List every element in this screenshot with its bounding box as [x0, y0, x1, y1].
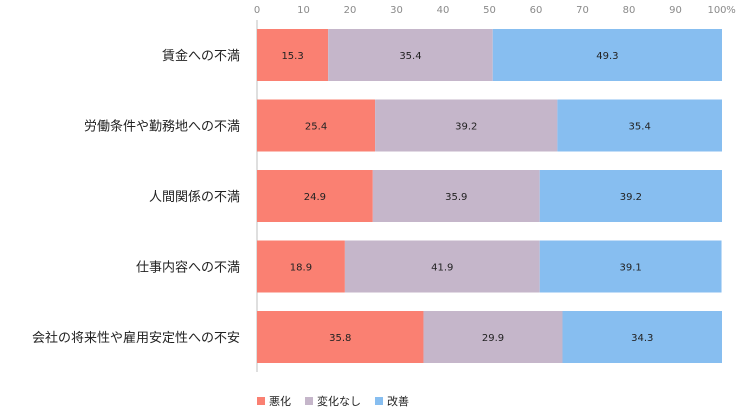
x-tick-label: 50	[483, 5, 496, 16]
bar-segment	[539, 240, 722, 293]
data-label: 35.4	[629, 122, 651, 133]
bar-segment	[562, 311, 722, 363]
legend-swatch	[257, 397, 265, 405]
data-label: 39.1	[619, 263, 641, 274]
bar-segment	[257, 170, 373, 222]
x-tick-label: 40	[437, 5, 450, 16]
data-label: 41.9	[431, 263, 453, 274]
category-label: 人間関係の不満	[149, 190, 240, 205]
legend: 悪化 変化なし 改善	[257, 394, 409, 408]
data-label: 25.4	[305, 122, 327, 133]
x-tick-label: 70	[576, 5, 589, 16]
bar-segment	[257, 29, 329, 81]
bar-segment	[328, 29, 493, 81]
legend-swatch	[305, 397, 313, 405]
category-label: 労働条件や勤務地への不満	[84, 119, 240, 135]
x-tick-label: 30	[390, 5, 403, 16]
data-label: 49.3	[596, 51, 618, 62]
bar-segment	[423, 311, 563, 363]
data-label: 34.3	[631, 333, 653, 344]
x-tick-label: 0	[254, 5, 260, 16]
bar-segment	[257, 240, 345, 293]
data-label: 24.9	[304, 192, 326, 203]
bar-segment	[344, 240, 540, 293]
legend-swatch	[375, 397, 383, 405]
bars	[257, 29, 722, 363]
legend-label: 改善	[387, 394, 409, 408]
bar-segment	[257, 311, 424, 363]
data-label: 29.9	[482, 333, 504, 344]
data-label: 35.9	[445, 192, 467, 203]
bar-segment	[557, 99, 722, 152]
bar-segment	[492, 29, 722, 81]
x-tick-label: 100	[707, 5, 726, 16]
x-tick-label: 90	[669, 5, 682, 16]
bar-segment	[539, 170, 722, 222]
data-label: 35.8	[329, 333, 351, 344]
x-tick-label: 80	[623, 5, 636, 16]
bar-segment	[257, 99, 376, 152]
legend-label: 悪化	[269, 394, 291, 408]
x-tick-label: 20	[344, 5, 357, 16]
x-tick-label: 60	[530, 5, 543, 16]
x-tick-label: 10	[297, 5, 310, 16]
data-labels: 15.3 35.4 49.3 25.4 39.2 35.4 24.9 35.9 39.2 18.9…	[281, 51, 653, 344]
category-label: 仕事内容への不満	[136, 260, 240, 276]
bar-segment	[372, 170, 540, 222]
category-label: 賃金への不満	[162, 48, 240, 64]
bar-segment	[375, 99, 558, 152]
category-label: 会社の将来性や雇用安定性への不安	[32, 330, 240, 346]
x-tick-labels: 0 10 20 30 40 50 60 70 80 90 100%	[254, 5, 736, 16]
x-unit-label: %	[726, 5, 736, 16]
data-label: 39.2	[620, 192, 642, 203]
data-label: 35.4	[399, 51, 421, 62]
category-labels: 賃金への不満労働条件や勤務地への不満人間関係の不満仕事内容への不満会社の将来性や…	[32, 48, 240, 346]
data-label: 39.2	[455, 122, 477, 133]
legend-label: 変化なし	[317, 394, 361, 408]
data-label: 18.9	[290, 263, 312, 274]
data-label: 15.3	[281, 51, 303, 62]
